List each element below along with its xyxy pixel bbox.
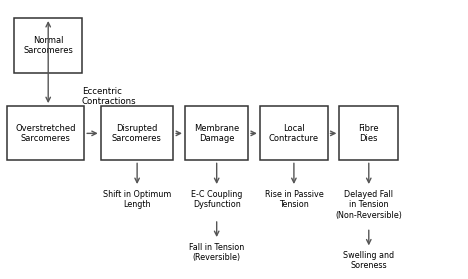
Text: Delayed Fall
in Tension
(Non-Reversible): Delayed Fall in Tension (Non-Reversible) (336, 190, 402, 220)
FancyBboxPatch shape (260, 106, 328, 160)
Text: Membrane
Damage: Membrane Damage (194, 124, 239, 143)
Text: Disrupted
Sarcomeres: Disrupted Sarcomeres (112, 124, 162, 143)
Text: Swelling and
Soreness: Swelling and Soreness (343, 251, 395, 271)
FancyBboxPatch shape (7, 106, 84, 160)
FancyBboxPatch shape (14, 18, 82, 73)
Text: E-C Coupling
Dysfunction: E-C Coupling Dysfunction (191, 190, 242, 209)
FancyBboxPatch shape (185, 106, 248, 160)
FancyBboxPatch shape (101, 106, 173, 160)
Text: Normal
Sarcomeres: Normal Sarcomeres (23, 36, 73, 55)
Text: Eccentric
Contractions: Eccentric Contractions (82, 86, 137, 106)
Text: Rise in Passive
Tension: Rise in Passive Tension (264, 190, 323, 209)
Text: Overstretched
Sarcomeres: Overstretched Sarcomeres (15, 124, 76, 143)
Text: Local
Contracture: Local Contracture (269, 124, 319, 143)
Text: Shift in Optimum
Length: Shift in Optimum Length (103, 190, 171, 209)
Text: Fibre
Dies: Fibre Dies (358, 124, 379, 143)
Text: Fall in Tension
(Reversible): Fall in Tension (Reversible) (189, 243, 244, 262)
FancyBboxPatch shape (339, 106, 398, 160)
